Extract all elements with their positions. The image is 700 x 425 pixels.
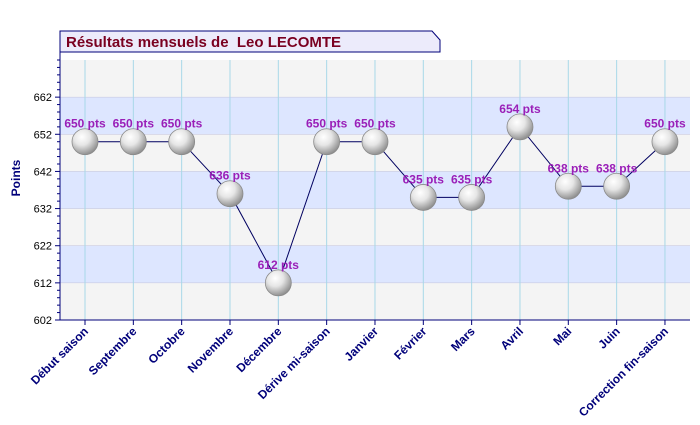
title-box: Résultats mensuels de Leo LECOMTE (59, 30, 441, 53)
data-point-marker (216, 180, 244, 208)
data-point-marker (409, 184, 437, 211)
y-tick-label: 662 (34, 92, 52, 104)
data-point-marker (458, 184, 486, 211)
data-point-marker (361, 128, 389, 156)
y-tick-label: 622 (34, 241, 52, 253)
data-point-marker (71, 128, 99, 156)
chart-title: Résultats mensuels de Leo LECOMTE (66, 34, 341, 51)
y-tick-label: 632 (34, 204, 52, 216)
data-label: 638 pts (548, 161, 590, 175)
data-label: 635 pts (451, 172, 493, 186)
data-label: 650 pts (113, 117, 155, 131)
y-tick-label: 602 (34, 315, 52, 327)
data-label: 635 pts (403, 172, 445, 186)
data-point-marker (506, 113, 534, 141)
data-point-marker (313, 128, 341, 156)
data-point-marker (119, 128, 147, 156)
y-tick-label: 642 (34, 166, 52, 178)
data-label: 654 pts (499, 102, 541, 116)
data-point-marker (168, 128, 196, 156)
y-axis-label: Points (9, 159, 23, 196)
data-label: 650 pts (644, 117, 686, 131)
data-point-marker (603, 172, 631, 200)
data-point-marker (554, 172, 582, 200)
data-label: 650 pts (161, 117, 203, 131)
data-label: 638 pts (596, 161, 638, 175)
data-label: 612 pts (258, 258, 300, 272)
data-label: 636 pts (209, 169, 251, 183)
data-label: 650 pts (306, 117, 348, 131)
data-label: 650 pts (354, 117, 396, 131)
y-tick-label: 652 (34, 129, 52, 141)
y-tick-label: 612 (34, 278, 52, 290)
data-point-marker (264, 269, 292, 297)
data-label: 650 pts (64, 117, 106, 131)
data-point-marker (651, 128, 679, 156)
title-box-shape (59, 30, 441, 53)
